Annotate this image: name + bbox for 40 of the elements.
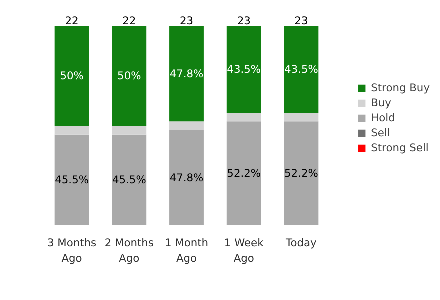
x-tick-label: 1 Month Ago [164, 236, 209, 266]
bar [284, 122, 319, 226]
x-tick-label: Today [285, 236, 317, 250]
bar [284, 113, 319, 122]
legend-label: Sell [371, 126, 392, 139]
bar [226, 26, 262, 114]
x-tick-label: 2 Months Ago [104, 236, 154, 266]
annotation: 23 [294, 14, 308, 28]
bar [112, 134, 147, 226]
data-label: 50% [60, 70, 84, 83]
bar [112, 26, 147, 126]
bar [226, 113, 262, 122]
data-label: 50% [118, 70, 142, 83]
data-label: 43.5% [284, 63, 318, 76]
bar [284, 26, 319, 114]
data-label: 47.8% [170, 68, 204, 81]
legend-label: Hold [371, 111, 396, 124]
bar [170, 26, 204, 122]
bar [226, 122, 262, 226]
data-label: 43.5% [227, 63, 262, 76]
legend-label: Buy [371, 96, 392, 109]
data-label: 45.5% [55, 174, 89, 187]
annotation: 23 [237, 14, 251, 28]
annotation: 22 [65, 14, 79, 28]
bar [54, 126, 90, 135]
x-tick-label: 1 Week Ago [224, 236, 265, 266]
bar [170, 130, 204, 226]
data-label: 45.5% [112, 174, 146, 187]
bar [112, 126, 147, 135]
bar [54, 134, 90, 226]
annotation: 23 [180, 14, 194, 28]
legend-label: Strong Sell [371, 141, 429, 154]
bar [170, 122, 204, 130]
x-tick-label: 3 Months Ago [47, 236, 98, 266]
data-label: 47.8% [170, 171, 204, 184]
legend-label: Strong Buy [371, 81, 430, 94]
data-label: 52.2% [284, 167, 318, 180]
bar [54, 26, 90, 126]
annotation: 22 [122, 14, 136, 28]
data-label: 52.2% [227, 167, 262, 180]
